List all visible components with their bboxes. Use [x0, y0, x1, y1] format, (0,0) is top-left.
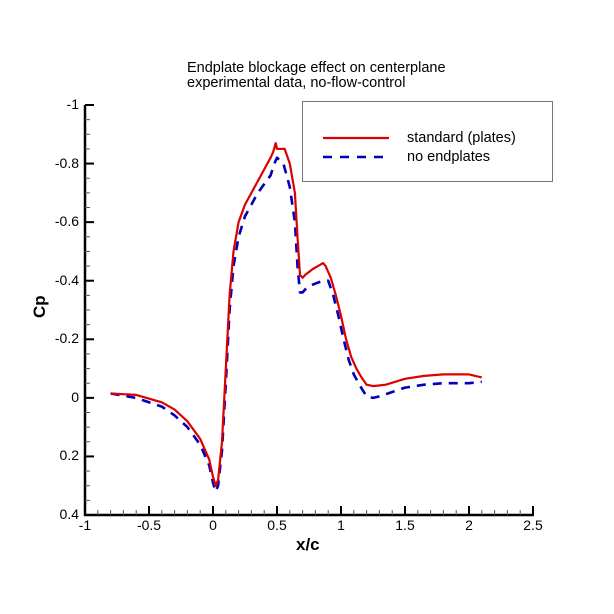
legend-label: standard (plates)	[407, 130, 516, 146]
solid-line-swatch-icon	[323, 136, 389, 140]
x-axis-label: x/c	[296, 535, 320, 554]
x-tick-label: 2	[465, 517, 473, 533]
x-tick-label: -1	[78, 517, 92, 533]
series-no-endplates	[110, 156, 482, 493]
y-tick-label: -0.6	[54, 213, 79, 230]
y-tick-label: 0.2	[59, 447, 79, 464]
y-tick-label: 0	[71, 388, 79, 405]
y-tick-label: -0.2	[54, 330, 79, 347]
x-tick-label: 0	[209, 517, 217, 533]
chart-title-line-1: Endplate blockage effect on centerplane	[187, 60, 446, 76]
x-tick-label: 2.5	[523, 517, 543, 533]
x-tick-label: 1	[337, 517, 345, 533]
dashed-line-swatch-icon	[323, 155, 389, 159]
legend: standard (plates) no endplates	[302, 101, 553, 182]
x-tick-label: 0.5	[267, 517, 287, 533]
chart-title: Endplate blockage effect on centerplane …	[187, 61, 446, 91]
data-series	[110, 142, 483, 493]
y-tick-label: -0.8	[54, 154, 79, 171]
axis-ticks	[84, 104, 534, 516]
chart-title-line-2: experimental data, no-flow-control	[187, 75, 406, 91]
y-tick-label: 0.4	[59, 506, 79, 522]
legend-label: no endplates	[407, 149, 491, 165]
y-tick-label: -0.4	[54, 271, 79, 288]
x-tick-label: -0.5	[136, 517, 162, 533]
x-tick-label: 1.5	[395, 517, 415, 533]
y-axis-label: Cp	[30, 295, 49, 318]
legend-item-standard: standard (plates)	[323, 130, 516, 146]
y-tick-label: -1	[66, 96, 79, 112]
series-standard-plates	[110, 142, 483, 487]
legend-item-no-endplates: no endplates	[323, 149, 490, 165]
